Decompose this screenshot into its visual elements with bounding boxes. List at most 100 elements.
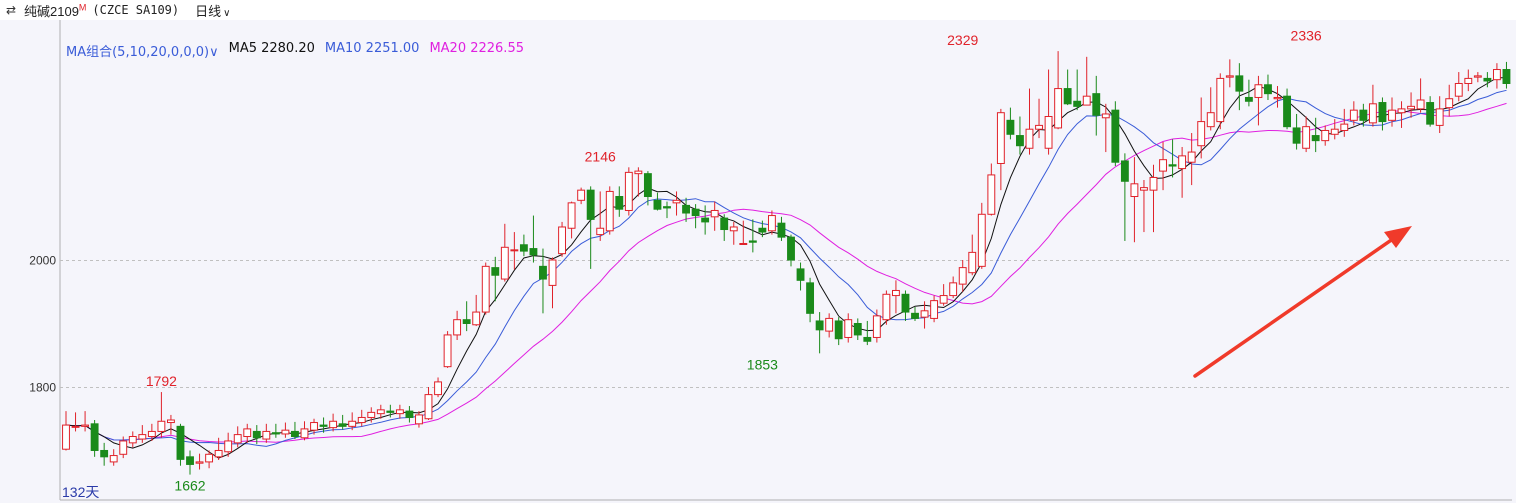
candle-body <box>996 112 1005 164</box>
candle-body <box>281 429 290 435</box>
candle-body <box>806 282 815 314</box>
candle-body <box>291 430 299 438</box>
candle-body <box>1082 95 1091 106</box>
candle-body <box>825 317 834 332</box>
candle-body <box>329 420 338 429</box>
candle-body <box>586 189 595 220</box>
chevron-down-icon: ∨ <box>209 45 219 60</box>
candle-body <box>405 410 414 418</box>
candle-body <box>729 226 738 232</box>
candle-body <box>1273 96 1282 100</box>
candle-body <box>1302 126 1311 149</box>
candle-body <box>987 174 996 215</box>
candle-body <box>1330 128 1339 135</box>
candle-body <box>1473 75 1482 78</box>
candle-body <box>481 265 490 313</box>
candle-body <box>911 312 919 319</box>
candle-body <box>472 311 481 326</box>
candle-body <box>1264 84 1272 95</box>
extreme-label: 2329 <box>947 32 978 48</box>
candle-body <box>1187 151 1196 163</box>
candle-body <box>1225 75 1234 78</box>
swap-arrows-icon[interactable]: ⇄ <box>5 3 17 17</box>
candle-body <box>901 293 910 313</box>
candle-body <box>1254 84 1263 98</box>
ma10-label: MA10 2251.00 <box>324 41 420 56</box>
extreme-label: 2336 <box>1291 28 1322 44</box>
candle-body <box>558 226 566 255</box>
period-count-label: 132天 <box>62 484 99 500</box>
candle-body <box>787 236 795 261</box>
candle-body <box>872 315 881 338</box>
candle-body <box>596 227 605 236</box>
candle-body <box>224 440 233 453</box>
candle-body <box>100 449 109 458</box>
candle-body <box>443 334 452 368</box>
candle-body <box>863 336 872 342</box>
ma-combo-selector[interactable]: MA组合(5,10,20,0,0,0)∨ <box>66 41 219 60</box>
candle-body <box>1435 108 1444 126</box>
extreme-label: 1792 <box>146 373 177 389</box>
candle-body <box>748 240 757 243</box>
candle-body <box>605 190 614 232</box>
candle-body <box>834 320 843 340</box>
candle-body <box>720 217 729 231</box>
candle-body <box>214 449 223 458</box>
candle-body <box>367 411 376 418</box>
candle-body <box>147 430 156 438</box>
candle-body <box>977 213 986 267</box>
y-tick-label: 2000 <box>29 254 56 268</box>
period-selector[interactable]: 日线 ∨ <box>195 1 230 20</box>
candle-body <box>338 423 347 427</box>
candle-body <box>157 420 166 432</box>
candle-body <box>186 456 194 465</box>
candle-body <box>1168 164 1177 167</box>
candle-body <box>643 173 652 198</box>
candle-body <box>491 267 500 276</box>
candle-body <box>1101 113 1110 119</box>
candle-body <box>1349 109 1358 121</box>
candle-body <box>233 434 242 444</box>
extreme-label: 1853 <box>747 356 778 372</box>
candle-body <box>1426 102 1435 125</box>
candle-body <box>1149 176 1158 191</box>
candle-body <box>958 267 967 285</box>
candle-body <box>1206 112 1215 128</box>
candle-body <box>892 289 900 297</box>
candle-body <box>853 322 862 336</box>
candle-body <box>529 248 538 256</box>
chart-background <box>0 20 1516 503</box>
candlestick-chart[interactable]: 2000 1800 1792 1662 2146 1853 2329 2336 132天 <box>0 20 1516 503</box>
candle-body <box>1388 109 1396 121</box>
candle-body <box>1178 155 1187 170</box>
candle-body <box>1416 99 1425 110</box>
candle-body <box>386 410 395 413</box>
candle-body <box>119 440 128 455</box>
candle-body <box>624 171 633 211</box>
candle-body <box>376 409 385 415</box>
candle-body <box>777 222 786 238</box>
y-tick-label: 1800 <box>29 381 56 395</box>
candle-body <box>138 434 147 440</box>
candle-body <box>1025 128 1034 149</box>
candle-body <box>1111 109 1120 163</box>
trend-arrow-head <box>1384 226 1412 248</box>
candle-body <box>1006 119 1015 135</box>
candle-body <box>453 319 462 336</box>
candle-body <box>176 425 185 460</box>
candle-body <box>949 282 958 297</box>
candle-body <box>920 310 929 318</box>
candle-body <box>243 428 252 438</box>
candle-body <box>796 268 805 281</box>
candle-body <box>939 295 948 304</box>
candle-body <box>1502 69 1511 84</box>
candle-body <box>205 453 214 463</box>
candle-body <box>701 217 710 223</box>
candle-body <box>682 204 691 214</box>
candle-body <box>1035 124 1043 130</box>
candle-body <box>758 227 767 233</box>
candle-body <box>1159 159 1167 172</box>
candle-body <box>1311 135 1320 142</box>
candle-body <box>1397 108 1406 114</box>
candle-body <box>519 244 528 252</box>
